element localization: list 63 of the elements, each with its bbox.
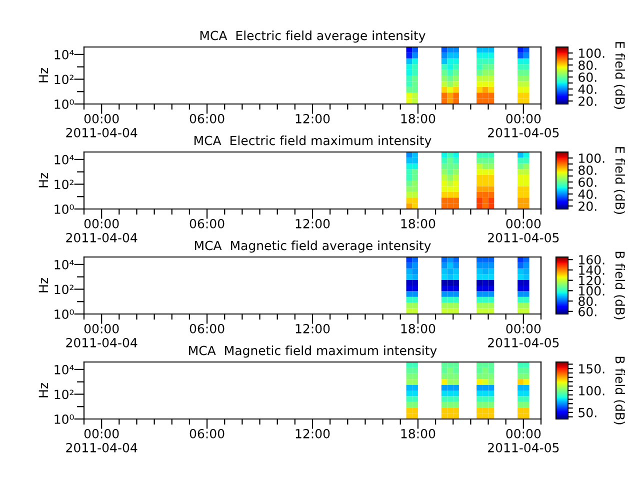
color-bar-label: 100.	[579, 48, 604, 58]
y-tick-label: 10⁰	[54, 99, 74, 109]
x-tick-label: 00:00 2011-04-04	[66, 324, 138, 348]
y-tick-label: 10²	[54, 74, 74, 84]
x-tick-label: 12:00	[296, 428, 330, 438]
color-bar-label: 100.	[579, 386, 604, 396]
x-tick-label: 06:00	[190, 114, 224, 124]
y-axis-title: Hz	[38, 173, 48, 188]
color-bar-title: E field (dB)	[614, 147, 625, 214]
y-tick-label: 10²	[54, 284, 74, 294]
x-tick-label: 00:00 2011-04-04	[66, 114, 138, 138]
y-axis-title: Hz	[38, 68, 48, 82]
color-bar-label: 80.	[578, 60, 596, 70]
y-tick-label: 10⁴	[54, 50, 74, 60]
y-tick-label: 10²	[54, 180, 74, 190]
x-tick-label: 06:00	[190, 428, 224, 438]
x-tick-label: 00:00 2011-04-05	[488, 218, 559, 242]
color-bar-title: E field (dB)	[614, 42, 625, 109]
color-bar-label: 20.	[578, 201, 596, 211]
x-tick-label: 00:00 2011-04-04	[66, 428, 138, 452]
y-tick-label: 10²	[54, 390, 74, 400]
y-tick-label: 10⁰	[54, 204, 74, 214]
color-bar-title: B field (dB)	[614, 356, 625, 424]
color-bar-label: 120.	[579, 276, 604, 286]
chart-title: MCA Electric field maximum intensity	[194, 136, 432, 148]
y-tick-label: 10⁴	[54, 364, 74, 374]
color-bar-label: 80.	[578, 165, 596, 175]
x-tick-label: 18:00	[401, 428, 436, 438]
chart-title: MCA Magnetic field maximum intensity	[189, 346, 437, 358]
y-axis-title: Hz	[38, 278, 48, 292]
color-bar-label: 20.	[578, 96, 596, 106]
color-bar-label: 40.	[578, 189, 596, 199]
color-bar-label: 60.	[578, 306, 596, 316]
y-tick-label: 10⁴	[54, 260, 74, 270]
x-tick-label: 00:00 2011-04-05	[488, 114, 559, 138]
x-tick-label: 12:00	[296, 324, 330, 334]
chart-title: MCA Electric field average intensity	[200, 30, 426, 43]
x-tick-label: 12:00	[296, 218, 330, 228]
y-tick-label: 10⁰	[54, 414, 74, 424]
y-tick-label: 10⁴	[54, 154, 74, 164]
x-tick-label: 00:00 2011-04-04	[66, 218, 138, 242]
x-tick-label: 18:00	[401, 114, 436, 124]
color-bar-label: 80.	[578, 296, 596, 306]
color-bar-label: 100.	[579, 286, 604, 296]
color-bar-title: B field (dB)	[614, 252, 625, 320]
x-tick-label: 18:00	[401, 324, 436, 334]
color-bar-label: 100.	[579, 153, 604, 163]
x-tick-label: 00:00 2011-04-05	[488, 428, 559, 452]
color-bar-label: 140.	[579, 265, 604, 275]
color-bar-label: 60.	[578, 177, 596, 187]
y-tick-label: 10⁰	[54, 309, 74, 319]
chart-title: MCA Magnetic field average intensity	[194, 240, 431, 253]
x-tick-label: 06:00	[190, 218, 224, 228]
x-tick-label: 12:00	[296, 114, 330, 124]
color-bar-label: 50.	[578, 408, 596, 418]
color-bar-label: 150.	[579, 364, 604, 374]
color-bar-label: 160.	[579, 255, 604, 265]
x-tick-label: 18:00	[401, 218, 436, 228]
color-bar-label: 40.	[578, 84, 596, 94]
y-axis-title: Hz	[38, 383, 48, 398]
x-tick-label: 00:00 2011-04-05	[488, 324, 559, 348]
x-tick-label: 06:00	[190, 324, 224, 334]
color-bar-label: 60.	[578, 72, 596, 82]
